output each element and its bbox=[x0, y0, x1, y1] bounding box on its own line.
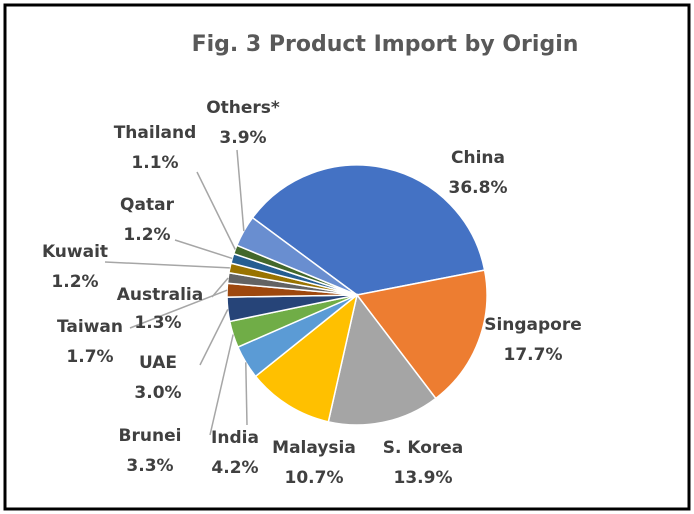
slice-value: 1.3% bbox=[134, 313, 181, 333]
slice-label: China bbox=[451, 148, 505, 168]
slice-label: Kuwait bbox=[42, 242, 108, 262]
slice-label: Australia bbox=[117, 285, 204, 305]
pie-slice bbox=[254, 293, 359, 423]
slice-value: 4.2% bbox=[211, 458, 258, 478]
slice-label: Others* bbox=[206, 98, 280, 118]
slice-value: 3.3% bbox=[126, 456, 173, 476]
slice-label: UAE bbox=[139, 353, 177, 373]
slice-value: 1.2% bbox=[51, 272, 98, 292]
slice-label: Malaysia bbox=[272, 438, 356, 458]
slice-label: Brunei bbox=[119, 426, 182, 446]
slice-label: S. Korea bbox=[383, 438, 464, 458]
leader-line bbox=[199, 309, 229, 366]
chart-title: Fig. 3 Product Import by Origin bbox=[192, 32, 579, 57]
pie-slice bbox=[355, 269, 488, 400]
slice-label: Taiwan bbox=[57, 317, 123, 337]
slice-label: Singapore bbox=[484, 315, 582, 335]
slice-value: 17.7% bbox=[504, 345, 563, 365]
slice-value: 1.7% bbox=[66, 347, 113, 367]
slice-label: India bbox=[211, 428, 259, 448]
leader-line bbox=[211, 277, 229, 298]
slice-value: 13.9% bbox=[394, 468, 453, 488]
leader-line bbox=[129, 289, 228, 329]
leader-line bbox=[196, 171, 236, 250]
slice-value: 3.0% bbox=[134, 383, 181, 403]
slice-value: 36.8% bbox=[449, 178, 508, 198]
pie-slice bbox=[251, 164, 486, 296]
leader-line bbox=[104, 261, 230, 269]
leader-line bbox=[245, 362, 248, 426]
slice-label: Thailand bbox=[114, 123, 197, 143]
slice-value: 3.9% bbox=[219, 128, 266, 148]
pie-slice bbox=[327, 293, 437, 426]
slice-value: 1.1% bbox=[131, 153, 178, 173]
leader-line bbox=[174, 239, 233, 260]
slice-value: 1.2% bbox=[123, 225, 170, 245]
slice-value: 10.7% bbox=[285, 468, 344, 488]
slice-label: Qatar bbox=[120, 195, 175, 215]
leader-line bbox=[236, 149, 245, 232]
leader-line bbox=[209, 334, 234, 436]
